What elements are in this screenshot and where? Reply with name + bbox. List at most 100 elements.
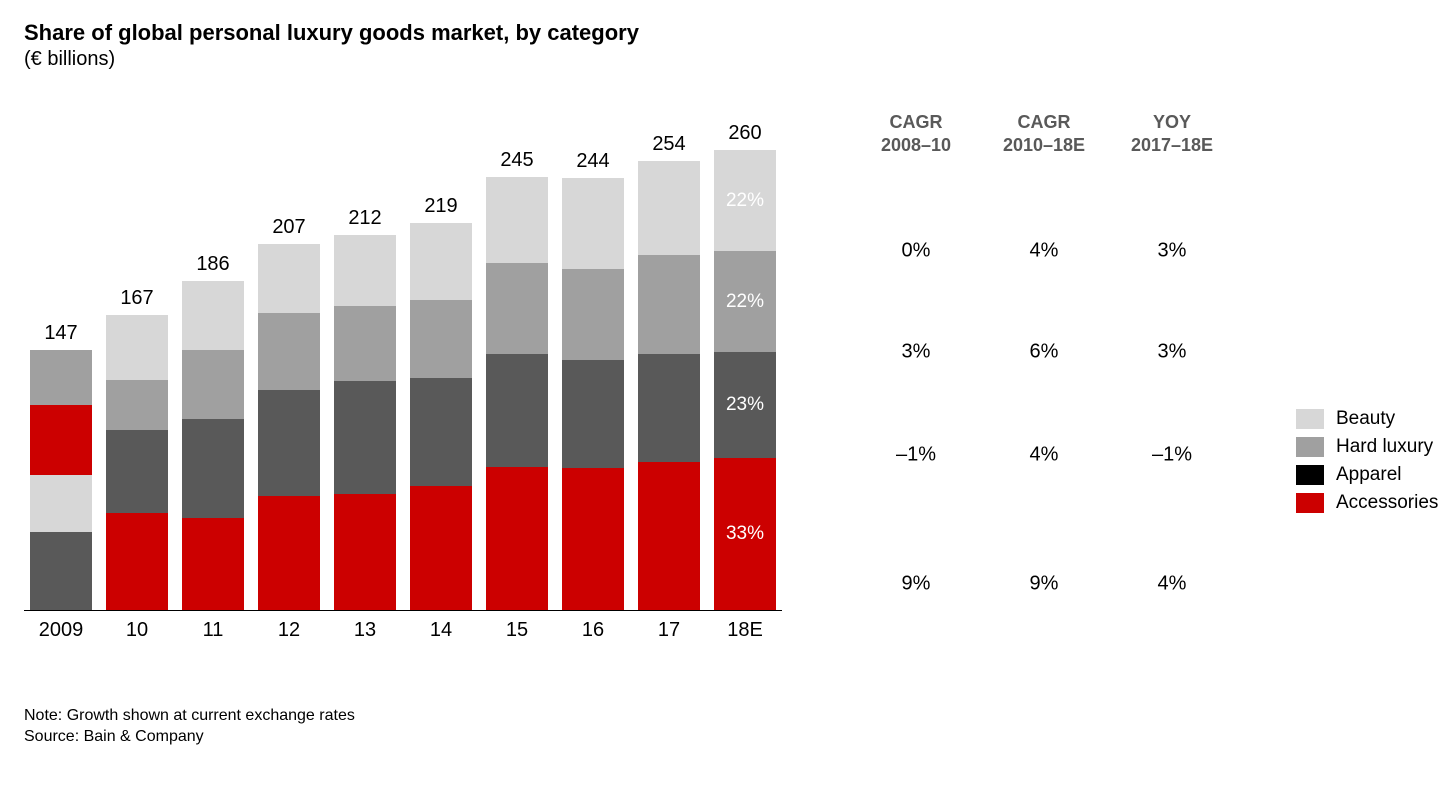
bar-segment-apparel [106,430,168,513]
bar-segment-hard_luxury [486,263,548,354]
bar-2009: 147 [30,350,92,610]
bar-total-label: 245 [486,149,548,172]
bar-14: 219 [410,223,472,610]
bar-segment-apparel [486,354,548,467]
bar-segment-hard_luxury [638,255,700,354]
bar-total-label: 219 [410,195,472,218]
bar-segment [30,532,92,610]
bar-segment-apparel [410,378,472,486]
bar-segment-accessories [258,496,320,610]
bar-segment-hard_luxury [410,300,472,377]
bar-17: 254 [638,161,700,610]
x-tick: 12 [258,619,320,642]
footer-note: Note: Growth shown at current exchange r… [24,706,1416,727]
x-tick: 18E [714,619,776,642]
footer: Note: Growth shown at current exchange r… [24,706,1416,748]
stat-apparel-cagr_08_10: –1% [852,444,980,467]
stat-hard_luxury-cagr_08_10: 3% [852,340,980,363]
bar-total-label: 260 [714,122,776,145]
bar-segment-hard_luxury [258,313,320,390]
bar-segment-beauty [486,177,548,264]
x-tick: 15 [486,619,548,642]
x-tick: 16 [562,619,624,642]
bar-segment-beauty [182,281,244,350]
bar-total-label: 207 [258,216,320,239]
bar-segment-accessories [410,486,472,610]
bar-segment [30,350,92,405]
legend-item-hard_luxury: Hard luxury [1296,436,1438,458]
bar-segment-apparel [258,390,320,496]
chart-title: Share of global personal luxury goods ma… [24,20,1416,46]
bar-segment-apparel [334,381,396,494]
bar-total-label: 244 [562,150,624,173]
bar-total-label: 167 [106,287,168,310]
bar-10: 167 [106,315,168,610]
bar-segment-beauty [410,223,472,300]
bar-16: 244 [562,178,624,610]
x-tick: 10 [106,619,168,642]
bar-segment-beauty: 22% [714,150,776,251]
legend-item-apparel: Apparel [1296,464,1438,486]
stat-beauty-cagr_08_10: 0% [852,239,980,262]
stat-apparel-cagr_10_18: 4% [980,444,1108,467]
main-row: 14716718620721221924524425426033%23%22%2… [24,111,1416,660]
bar-segment-hard_luxury [334,306,396,381]
legend-label: Hard luxury [1336,436,1433,458]
bar-segment-accessories [638,462,700,610]
bar-total-label: 212 [334,207,396,230]
bar-segment-accessories: 33% [714,458,776,610]
x-tick: 11 [182,619,244,642]
bar-segment-beauty [334,235,396,306]
bar-segment-hard_luxury [182,350,244,419]
bar-segment [30,405,92,475]
x-tick: 14 [410,619,472,642]
stats-headers: CAGR2008–10CAGR2010–18EYOY2017–18E [852,111,1236,156]
bar-segment-beauty [106,315,168,380]
legend-item-beauty: Beauty [1296,408,1438,430]
stats-header-cagr_10_18: CAGR2010–18E [980,111,1108,156]
bar-11: 186 [182,281,244,610]
legend-item-accessories: Accessories [1296,492,1438,514]
stats-header-yoy_17_18: YOY2017–18E [1108,111,1236,156]
bar-segment-accessories [562,468,624,610]
bar-total-label: 254 [638,133,700,156]
bar-segment-apparel [638,354,700,462]
stats-header-cagr_08_10: CAGR2008–10 [852,111,980,156]
bar-segment-hard_luxury [106,380,168,430]
chart-zone: 14716718620721221924524425426033%23%22%2… [24,111,782,642]
legend-label: Beauty [1336,408,1395,430]
x-tick: 13 [334,619,396,642]
bar-segment-hard_luxury: 22% [714,251,776,352]
stat-accessories-cagr_10_18: 9% [980,573,1108,596]
stat-hard_luxury-yoy_17_18: 3% [1108,340,1236,363]
bar-segment-accessories [486,467,548,610]
x-axis: 2009101112131415161718E [24,611,782,642]
legend-swatch [1296,465,1324,485]
bar-segment-apparel [562,360,624,468]
legend-swatch [1296,437,1324,457]
stat-accessories-yoy_17_18: 4% [1108,573,1236,596]
bar-12: 207 [258,244,320,610]
bar-18E: 26033%23%22%22% [714,150,776,610]
legend-label: Apparel [1336,464,1402,486]
bars-area: 14716718620721221924524425426033%23%22%2… [24,111,782,611]
legend-label: Accessories [1336,492,1438,514]
bar-total-label: 186 [182,253,244,276]
legend-swatch [1296,409,1324,429]
bar-total-label: 147 [30,322,92,345]
bar-13: 212 [334,235,396,610]
bar-segment-accessories [106,513,168,611]
chart-subtitle: (€ billions) [24,48,1416,71]
stat-beauty-cagr_10_18: 4% [980,239,1108,262]
bar-segment-hard_luxury [562,269,624,360]
legend: Beauty Hard luxury Apparel Accessories [1296,408,1438,520]
bar-segment-beauty [638,161,700,255]
stat-apparel-yoy_17_18: –1% [1108,444,1236,467]
bar-15: 245 [486,177,548,610]
bar-segment-accessories [334,494,396,610]
stat-hard_luxury-cagr_10_18: 6% [980,340,1108,363]
x-tick: 2009 [30,619,92,642]
bar-segment [30,475,92,532]
bar-segment-beauty [258,244,320,314]
stat-accessories-cagr_08_10: 9% [852,573,980,596]
